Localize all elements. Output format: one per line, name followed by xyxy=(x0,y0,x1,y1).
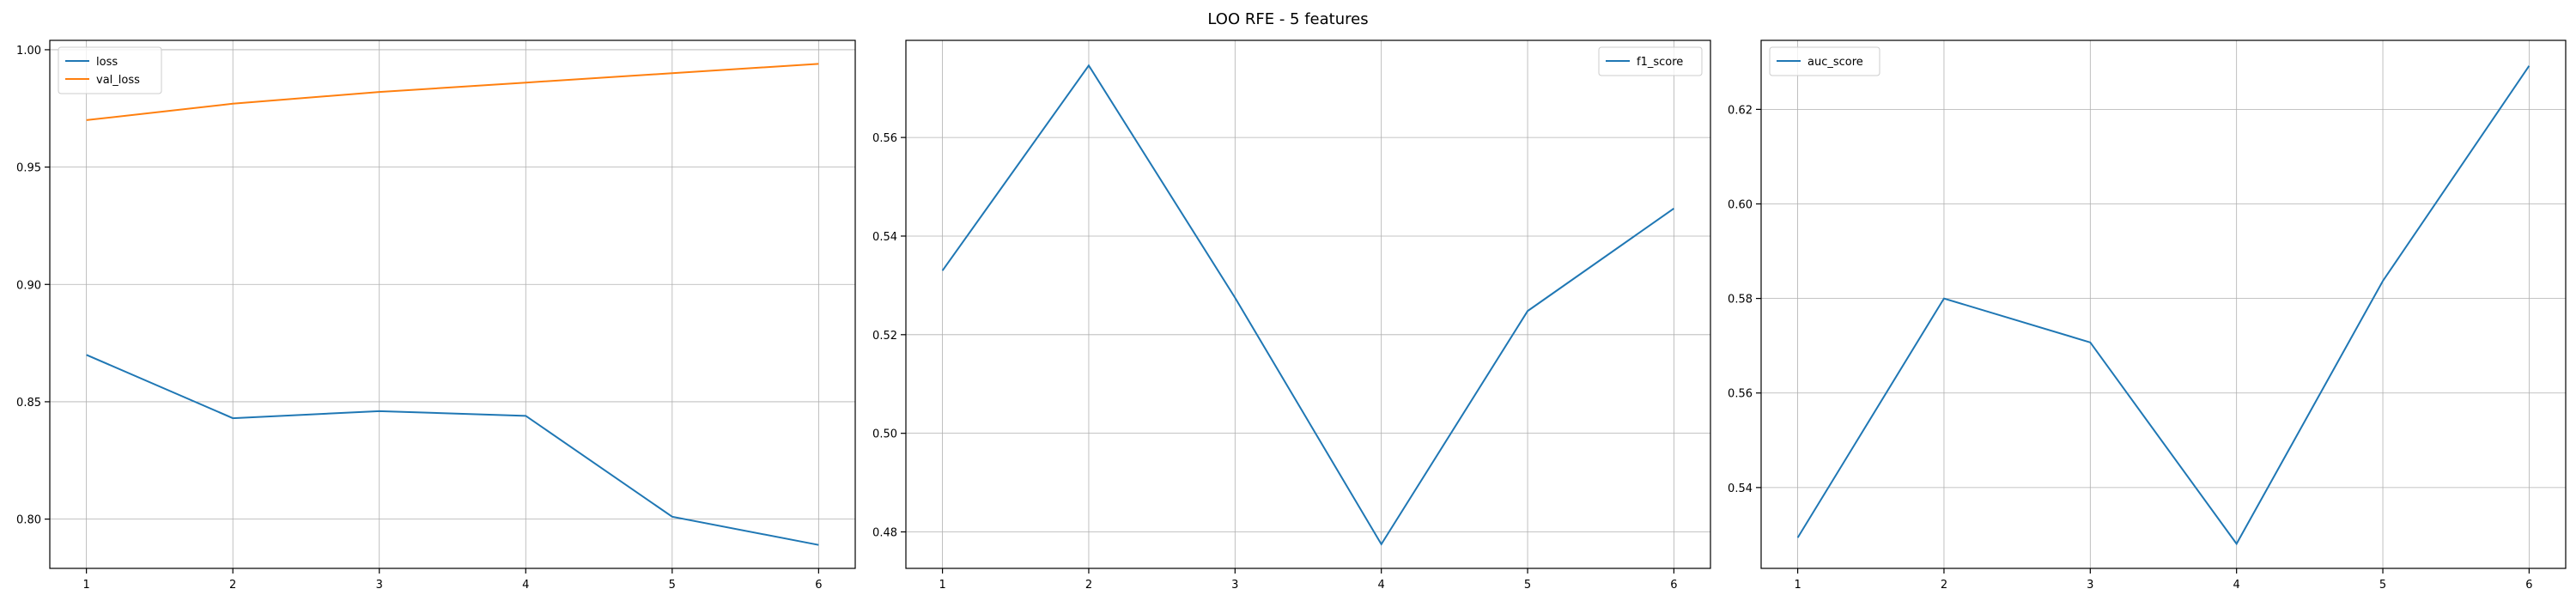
legend-box xyxy=(1598,46,1703,76)
y-tick-label: 0.58 xyxy=(1728,294,1753,307)
y-tick-label: 0.85 xyxy=(16,397,41,410)
x-tick-label: 5 xyxy=(2379,579,2386,592)
legend-box xyxy=(58,46,162,94)
x-tick-label: 4 xyxy=(1378,579,1385,592)
legend: auc_score xyxy=(1769,46,1880,76)
x-tick-label: 3 xyxy=(2087,579,2093,592)
y-tick-label: 0.62 xyxy=(1728,104,1753,117)
legend-label: loss xyxy=(96,56,118,69)
y-tick-label: 0.60 xyxy=(1728,199,1753,212)
x-tick-label: 3 xyxy=(1231,579,1238,592)
axes-frame xyxy=(49,39,856,569)
x-tick-label: 4 xyxy=(2233,579,2240,592)
x-tick-label: 2 xyxy=(1941,579,1947,592)
y-tick-label: 1.00 xyxy=(16,45,41,58)
x-tick-label: 1 xyxy=(1794,579,1801,592)
axes-frame xyxy=(1760,39,2567,569)
y-tick-label: 0.54 xyxy=(872,231,897,244)
subplot-auc-score: 1 2 3 4 5 6 0.54 0.56 0.58 0.60 0.62 auc_score xyxy=(1728,39,2567,592)
x-tick-label: 2 xyxy=(229,579,236,592)
x-tick-label: 2 xyxy=(1085,579,1092,592)
series-line-f1-score xyxy=(941,64,1674,546)
x-tick-label: 5 xyxy=(669,579,676,592)
x-tick-label: 3 xyxy=(376,579,383,592)
y-tick-label: 0.48 xyxy=(872,527,897,540)
legend-label: val_loss xyxy=(96,74,140,87)
series-line-loss xyxy=(86,354,819,546)
x-tick-label: 6 xyxy=(2525,579,2532,592)
legend-label: auc_score xyxy=(1807,56,1863,69)
x-tick-label: 5 xyxy=(1524,579,1531,592)
legend: loss val_loss xyxy=(58,46,162,94)
y-tick-label: 0.52 xyxy=(872,330,897,343)
axes-frame xyxy=(905,39,1711,569)
legend: f1_score xyxy=(1598,46,1703,76)
y-tick-label: 0.90 xyxy=(16,279,41,292)
y-tick-label: 0.80 xyxy=(16,514,41,527)
y-tick-label: 0.54 xyxy=(1728,483,1753,495)
x-tick-label: 6 xyxy=(1670,579,1677,592)
x-tick-label: 6 xyxy=(815,579,822,592)
x-tick-label: 1 xyxy=(939,579,945,592)
subplot-loss: 1 2 3 4 5 6 0.80 0.85 0.90 0.95 1.00 loss val_loss xyxy=(16,39,856,592)
subplot-f1-score: 1 2 3 4 5 6 0.48 0.50 0.52 0.54 0.56 f1_score xyxy=(872,39,1711,592)
x-tick-label: 4 xyxy=(522,579,529,592)
figure-suptitle: LOO RFE - 5 features xyxy=(1207,10,1368,28)
legend-box xyxy=(1769,46,1880,76)
y-tick-label: 0.50 xyxy=(872,428,897,441)
series-line-val-loss xyxy=(86,63,819,121)
y-tick-label: 0.56 xyxy=(872,132,897,145)
legend-label: f1_score xyxy=(1637,56,1683,69)
series-line-auc-score xyxy=(1796,65,2530,546)
y-tick-label: 0.56 xyxy=(1728,388,1753,401)
y-tick-label: 0.95 xyxy=(16,162,41,175)
x-tick-label: 1 xyxy=(82,579,89,592)
